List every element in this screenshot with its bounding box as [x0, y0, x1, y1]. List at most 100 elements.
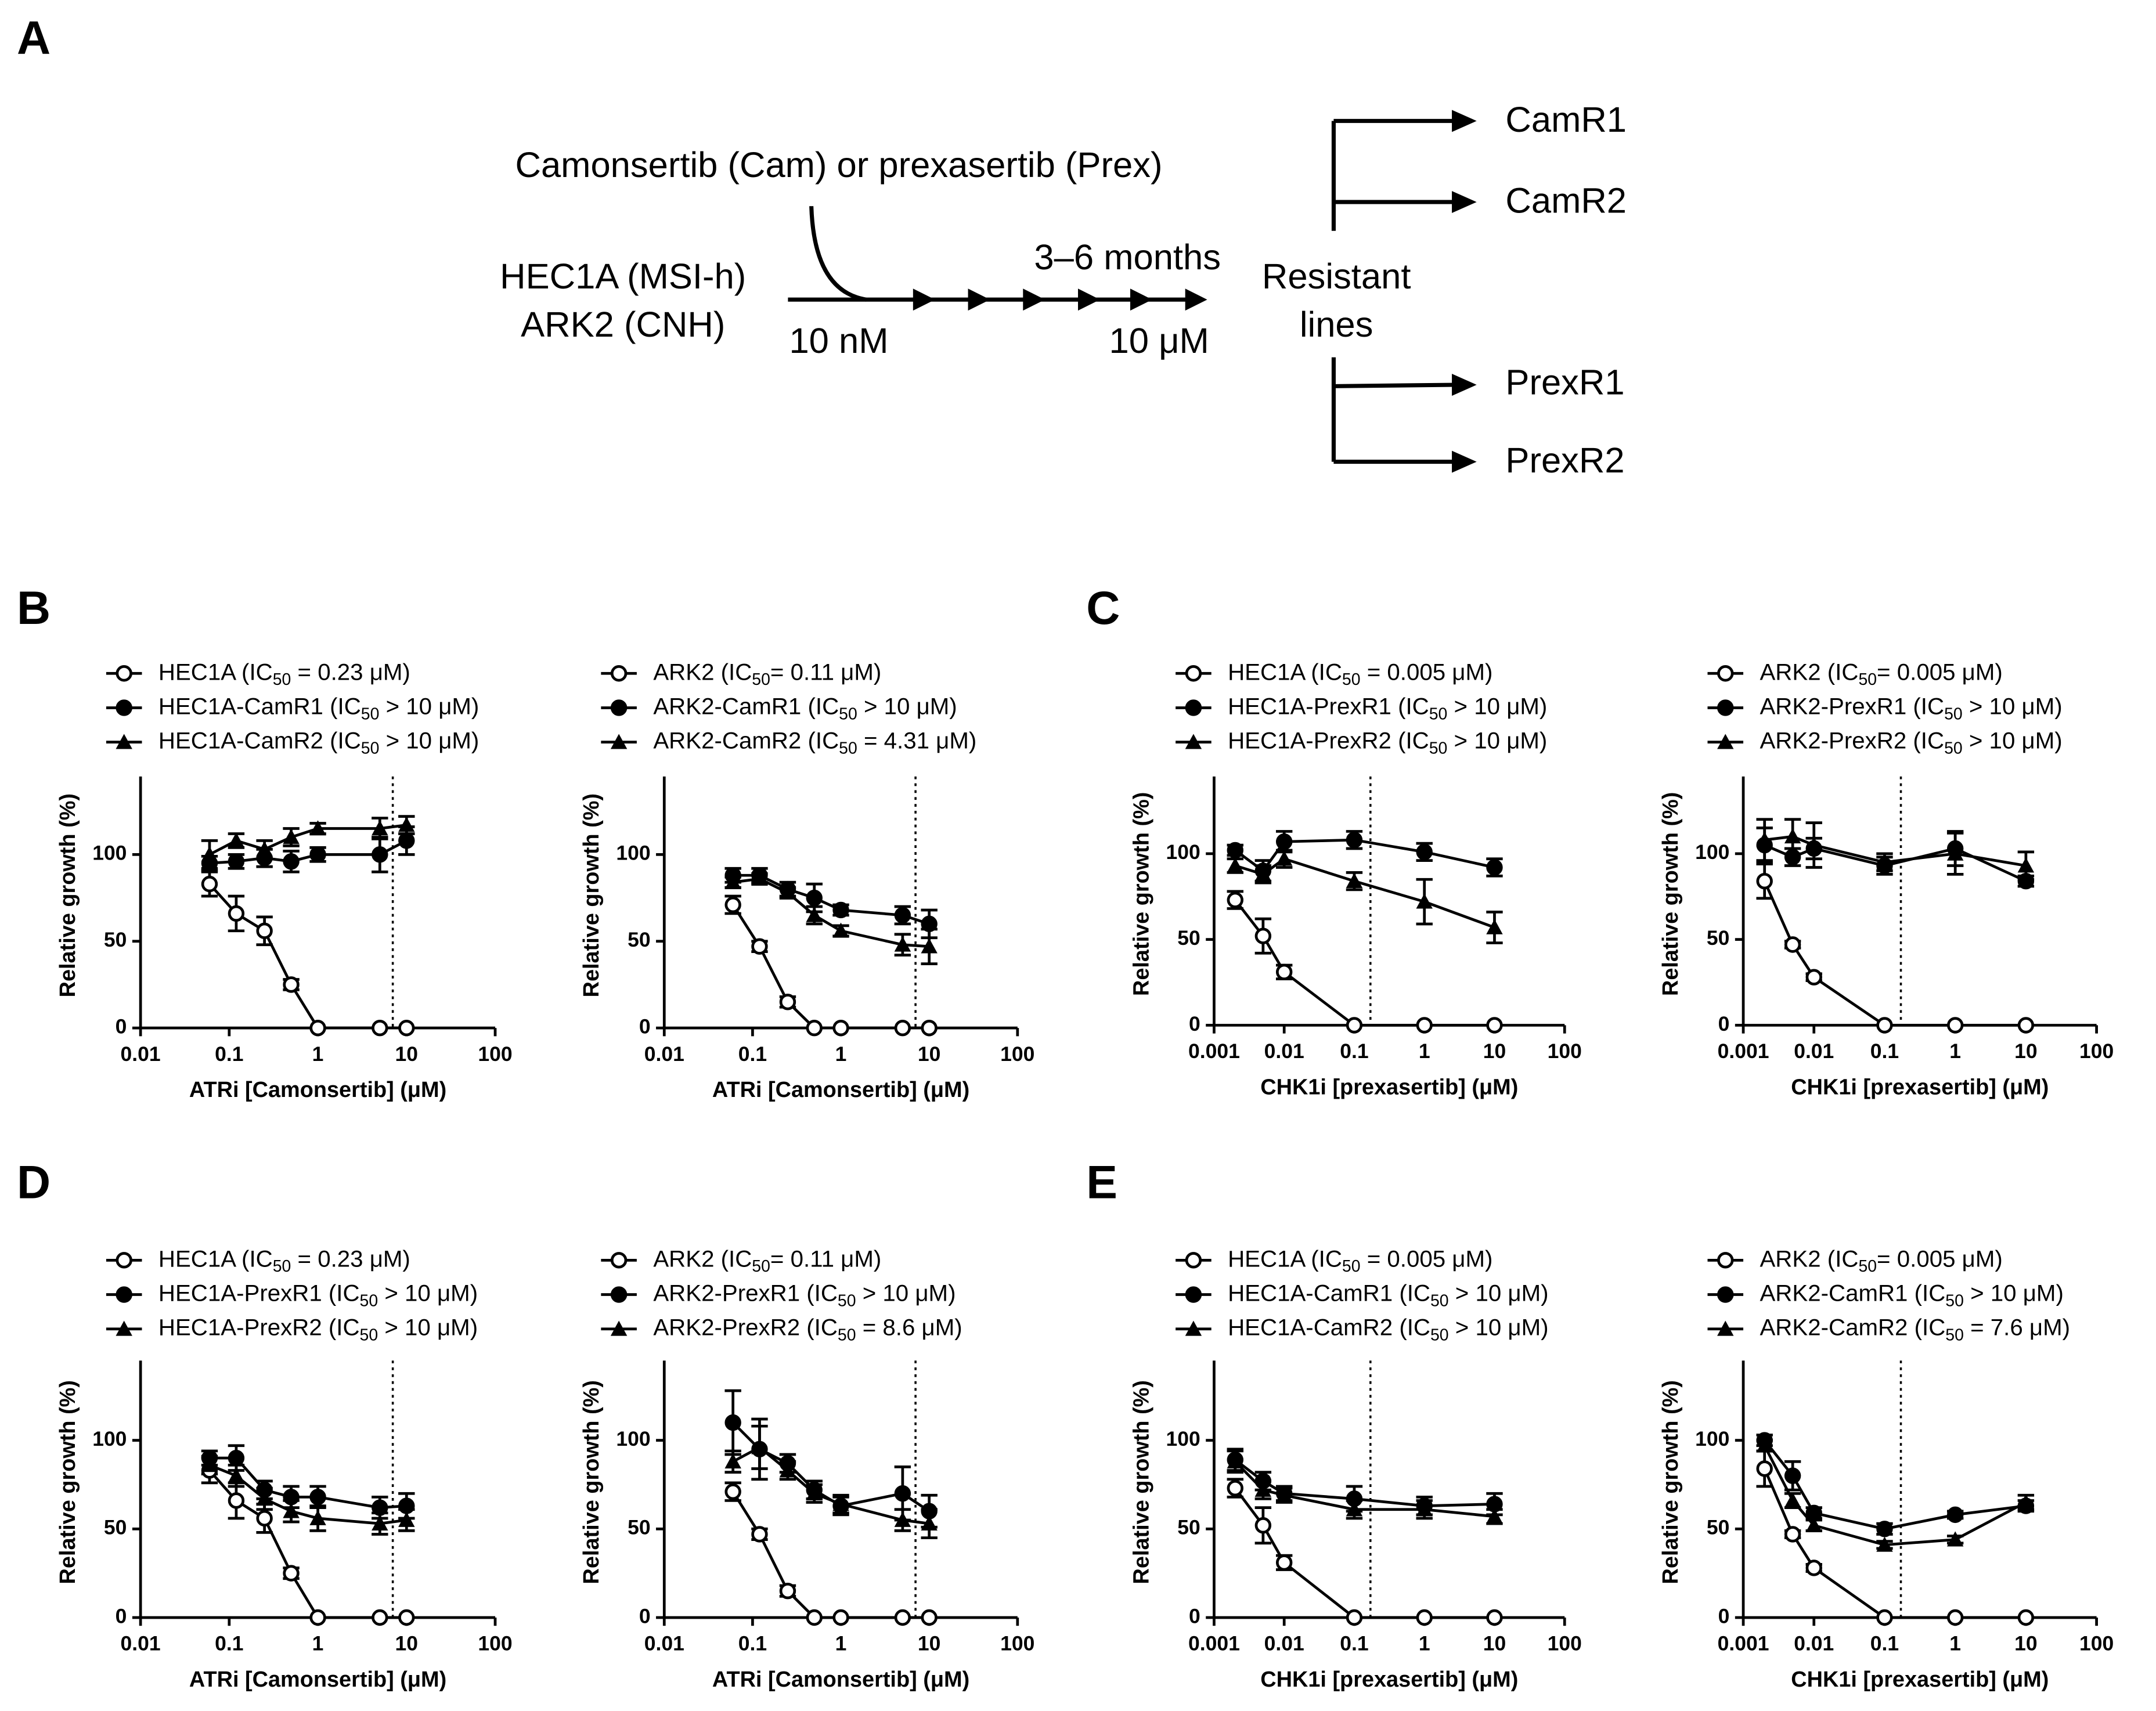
x-tick-label: 0.1: [1870, 1039, 1899, 1063]
marker: [894, 907, 911, 924]
arrowheads: [913, 110, 1477, 473]
marker: [921, 1019, 938, 1037]
marker: [2017, 857, 2035, 873]
marker: [1227, 1453, 1243, 1469]
schematic: [788, 118, 1458, 464]
marker: [894, 1019, 911, 1037]
y-tick-label: 0: [1718, 1012, 1730, 1035]
marker: [921, 915, 938, 933]
marker: [372, 820, 388, 836]
marker: [1784, 828, 1801, 844]
start-dose: 10 nM: [789, 321, 888, 361]
marker: [398, 1019, 415, 1037]
marker: [806, 907, 823, 922]
y-tick-label: 0: [1718, 1604, 1730, 1627]
marker: [2017, 1017, 2035, 1034]
y-tick-label: 100: [92, 1427, 127, 1450]
y-tick-label: 0: [1189, 1604, 1200, 1627]
y-tick-label: 50: [1707, 926, 1730, 950]
x-tick-label: 1: [1419, 1039, 1430, 1063]
series-line: [1764, 843, 2027, 883]
marker: [751, 870, 768, 886]
chart: 0 50 100 0.01 0.1 1 10 100 ATRi [Camonsertib] (μ…: [579, 659, 1034, 1102]
series-line: [1763, 1445, 2027, 1547]
marker: [309, 820, 326, 836]
marker: [1254, 927, 1272, 944]
series-line: [1234, 1459, 1495, 1507]
x-tick-label: 0.01: [121, 1042, 161, 1066]
series-line: [1234, 1487, 1495, 1619]
resistant-line: PrexR1: [1505, 362, 1624, 402]
y-axis-label: Relative growth (%): [1129, 1380, 1153, 1584]
y-tick-label: 50: [104, 928, 127, 951]
marker: [398, 817, 415, 832]
legend-label: ARK2-CamR1 (IC50 > 10 μM): [653, 693, 957, 723]
y-tick-label: 100: [1695, 840, 1729, 864]
marker: [228, 1467, 245, 1483]
arrowhead: [1452, 374, 1477, 396]
legend-label: ARK2-PrexR1 (IC50 > 10 μM): [1760, 693, 2062, 723]
x-tick-label: 1: [1419, 1632, 1430, 1655]
marker: [2017, 872, 2035, 890]
chart: 0 50 100 0.001 0.01 0.1 1 10 100 CHK1i [prexasert…: [1659, 1246, 2114, 1692]
legend-marker: [116, 734, 132, 749]
legend-label: HEC1A (IC50 = 0.23 μM): [158, 659, 410, 689]
marker: [372, 1499, 388, 1516]
legend-label: ARK2-CamR1 (IC50 > 10 μM): [1760, 1280, 2063, 1310]
legend-label: HEC1A (IC50 = 0.23 μM): [158, 1246, 410, 1276]
marker: [1346, 1017, 1363, 1034]
legend-label: HEC1A-PrexR2 (IC50 > 10 μM): [1228, 727, 1547, 757]
marker: [309, 1510, 326, 1525]
series-line: [208, 883, 407, 1030]
outcome: Resistant: [1262, 257, 1411, 297]
x-tick-label: 100: [2079, 1039, 2114, 1063]
marker: [1946, 1531, 1964, 1547]
legend-label: HEC1A-CamR2 (IC50 > 10 μM): [1228, 1314, 1548, 1344]
legend-marker: [1717, 665, 1734, 682]
marker: [751, 938, 768, 955]
series-line: [1763, 1468, 2026, 1619]
x-axis-label: CHK1i [prexasertib] (μM): [1260, 1075, 1518, 1099]
legend-label: ARK2 (IC50= 0.11 μM): [653, 659, 881, 689]
x-tick-label: 0.1: [215, 1042, 243, 1066]
marker: [724, 1453, 741, 1469]
marker: [1805, 1560, 1822, 1576]
marker: [724, 1483, 741, 1500]
arrowhead: [1078, 288, 1100, 311]
arrowhead: [1452, 191, 1477, 214]
marker: [921, 1609, 938, 1626]
x-tick-label: 1: [1949, 1039, 1961, 1063]
legend-marker: [1185, 1252, 1202, 1269]
marker: [724, 896, 741, 914]
legend-label: ARK2 (IC50= 0.005 μM): [1760, 659, 2002, 689]
marker: [751, 1439, 768, 1454]
x-tick-label: 0.01: [1264, 1039, 1304, 1063]
marker: [1486, 1508, 1503, 1524]
series-line: [1235, 857, 1495, 929]
x-tick-label: 0.001: [1188, 1039, 1240, 1063]
parental-line: ARK2 (CNH): [521, 305, 725, 345]
legend-marker: [1185, 665, 1202, 682]
marker: [751, 1526, 768, 1543]
marker: [1275, 963, 1293, 981]
marker: [832, 1496, 849, 1511]
marker: [228, 905, 245, 922]
marker: [1275, 1487, 1293, 1503]
marker: [309, 846, 326, 863]
marker: [1946, 1506, 1964, 1524]
x-axis-label: ATRi [Camonsertib] (μM): [712, 1078, 969, 1102]
marker: [1254, 1481, 1272, 1497]
x-tick-label: 0.01: [1264, 1632, 1304, 1655]
marker: [1756, 1437, 1773, 1453]
x-tick-label: 0.01: [1794, 1632, 1834, 1655]
series-line: [732, 1445, 929, 1525]
chart: 0 50 100 0.01 0.1 1 10 100 ATRi [Camonsertib] (μ…: [56, 659, 513, 1102]
marker: [1946, 1609, 1964, 1626]
y-tick-label: 0: [1189, 1012, 1200, 1035]
panel-label: C: [1086, 582, 1120, 634]
marker: [283, 829, 300, 844]
x-tick-label: 0.01: [644, 1632, 684, 1655]
arrowhead: [1452, 110, 1477, 132]
marker: [256, 841, 273, 857]
